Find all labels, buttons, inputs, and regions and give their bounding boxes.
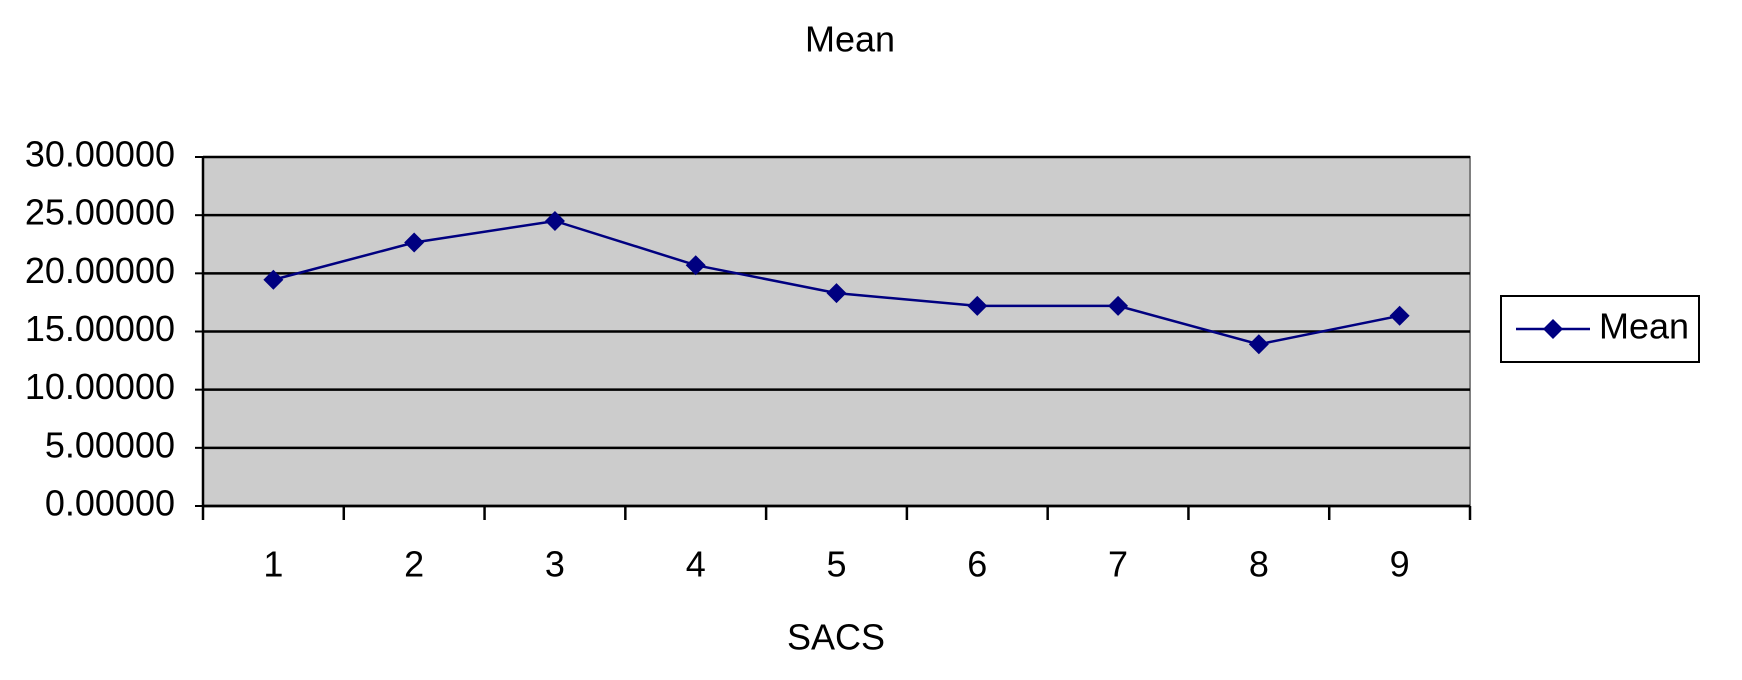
chart-title: Mean (805, 19, 895, 60)
data-point (1389, 305, 1410, 326)
data-point (685, 255, 706, 276)
x-tick-label: 2 (404, 544, 424, 585)
y-tick-label: 0.00000 (45, 483, 175, 524)
data-point (404, 232, 425, 253)
data-point (826, 283, 847, 304)
x-tick-label: 3 (545, 544, 565, 585)
x-tick-label: 6 (967, 544, 987, 585)
x-tick-label: 8 (1249, 544, 1269, 585)
legend-marker (1543, 319, 1563, 339)
y-tick-label: 10.00000 (25, 366, 175, 407)
x-tick-label: 1 (263, 544, 283, 585)
y-tick-label: 25.00000 (25, 192, 175, 233)
data-point (1108, 295, 1129, 316)
y-tick-label: 5.00000 (45, 424, 175, 465)
data-point (263, 269, 284, 290)
y-tick-label: 20.00000 (25, 250, 175, 291)
x-tick-label: 9 (1390, 544, 1410, 585)
data-point (544, 210, 565, 231)
x-tick-label: 5 (826, 544, 846, 585)
y-tick-label: 30.00000 (25, 134, 175, 175)
legend-label: Mean (1599, 306, 1689, 347)
x-tick-label: 4 (686, 544, 706, 585)
x-axis-label: SACS (787, 617, 885, 658)
data-point (967, 295, 988, 316)
data-point (1248, 334, 1269, 355)
y-tick-label: 15.00000 (25, 308, 175, 349)
x-tick-label: 7 (1108, 544, 1128, 585)
